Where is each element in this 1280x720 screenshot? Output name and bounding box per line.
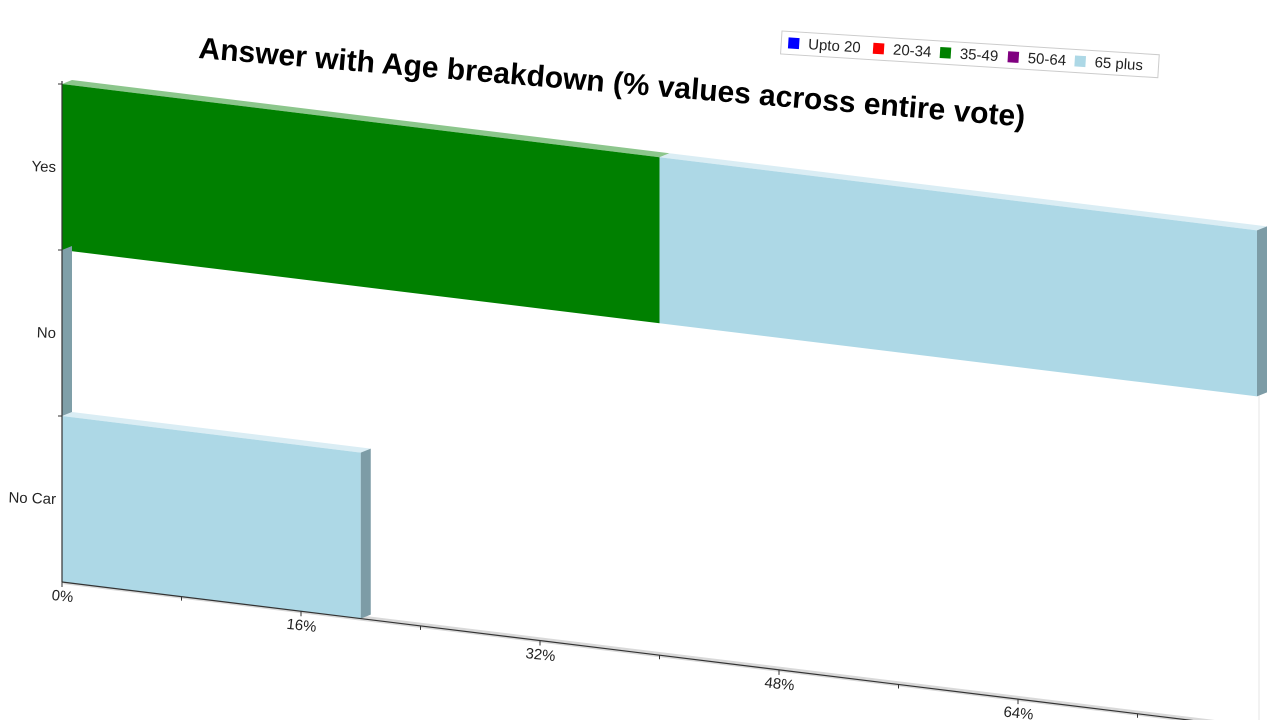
legend-label-upto-20: Upto 20	[808, 36, 862, 56]
y-tick-label-yes: Yes	[31, 158, 56, 176]
x-tick-label: 48%	[764, 674, 796, 694]
bar-top-no-car-4	[62, 412, 371, 453]
legend-swatch-35-49	[939, 46, 952, 59]
bar-top-yes-2	[62, 80, 670, 158]
legend-items: Upto 20 20-34 35-49 50-64 65 plus	[787, 36, 1143, 74]
legend: Upto 20 20-34 35-49 50-64 65 plus	[780, 30, 1160, 79]
x-tick-label: 16%	[286, 616, 318, 636]
bar-top-yes-4	[659, 153, 1267, 231]
legend-swatch-65-plus	[1074, 55, 1087, 68]
left-wall-strip	[62, 246, 72, 416]
legend-label-35-49: 35-49	[959, 46, 998, 65]
x-tick-label: 64%	[1003, 704, 1035, 720]
legend-label-20-34: 20-34	[892, 42, 931, 61]
bars	[62, 80, 1267, 619]
legend-label-65-plus: 65 plus	[1094, 54, 1143, 74]
y-tick-label-no-car: No Car	[8, 489, 56, 508]
bar-yes-35-49[interactable]	[62, 84, 660, 324]
y-tick-label-no: No	[37, 324, 57, 342]
legend-swatch-20-34	[872, 42, 885, 55]
legend-box	[780, 30, 1160, 79]
bar-side-yes	[1257, 226, 1267, 397]
legend-swatch-upto-20	[787, 37, 800, 50]
bar-no-car-65-plus[interactable]	[62, 416, 361, 619]
bar-side-no-car	[360, 448, 371, 619]
legend-label-50-64: 50-64	[1027, 50, 1066, 69]
bar-yes-65-plus[interactable]	[659, 157, 1258, 397]
x-tick-label: 0%	[51, 587, 74, 606]
x-tick-label: 32%	[525, 645, 557, 665]
legend-swatch-50-64	[1007, 51, 1020, 63]
